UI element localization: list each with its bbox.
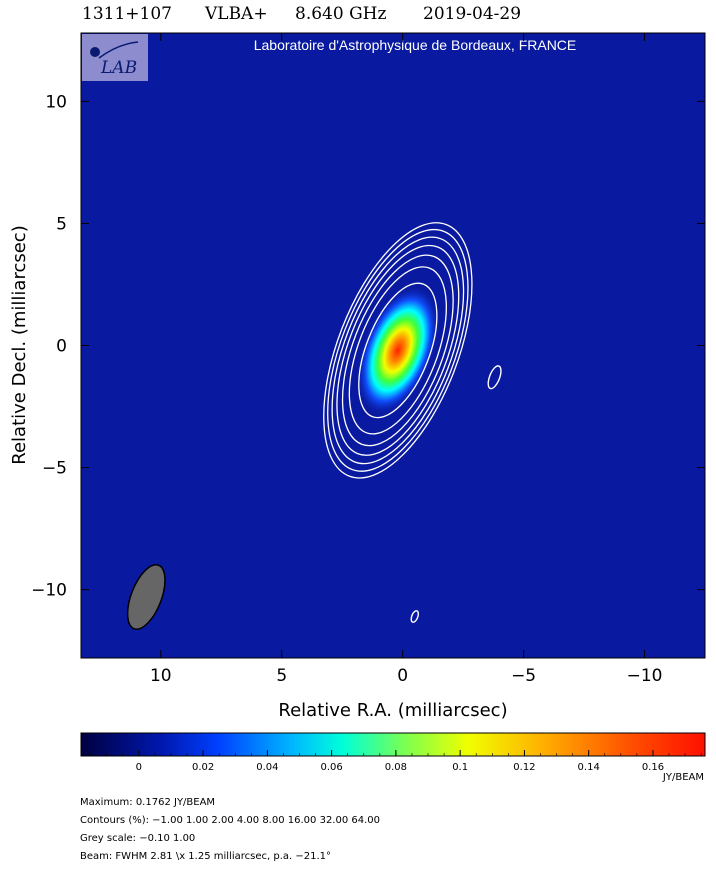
colorbar-unit: JY/BEAM (662, 772, 704, 783)
y-tick-label: 0 (56, 337, 67, 357)
colorbar-tick-label: 0.06 (320, 762, 342, 773)
observation-date: 2019-04-29 (423, 4, 521, 24)
colorbar-frame (80, 732, 706, 757)
logo-dot-icon (90, 47, 100, 57)
frequency-label: 8.640 GHz (295, 4, 386, 24)
y-axis-ticks: 10 5 0 −5 −10 (31, 92, 705, 601)
footer-grey-scale: Grey scale: −0.10 1.00 (80, 833, 196, 844)
y-tick-label: −5 (42, 459, 67, 479)
contour-level (323, 222, 473, 479)
contour-level (348, 266, 447, 435)
contour-lines (323, 222, 473, 479)
y-tick-label: 5 (56, 214, 67, 234)
x-tick-label: −5 (511, 666, 536, 686)
colorbar-tick-label: 0.02 (192, 762, 214, 773)
source-intensity (356, 285, 440, 416)
beam-ellipse (126, 564, 166, 630)
colorbar-tick-label: 0.1 (452, 762, 468, 773)
y-tick-label: 10 (45, 92, 67, 112)
x-tick-label: 10 (150, 666, 172, 686)
colorbar-tick-label: 0.04 (256, 762, 278, 773)
source-name: 1311+107 (82, 4, 172, 24)
footer-contours: Contours (%): −1.00 1.00 2.00 4.00 8.00 … (80, 815, 381, 826)
x-axis-ticks: 10 5 0 −5 −10 (150, 33, 662, 686)
colorbar-tick-label: 0.16 (642, 762, 664, 773)
footer-beam: Beam: FWHM 2.81 \x 1.25 milliarcsec, p.a… (80, 851, 331, 862)
x-tick-label: 5 (276, 666, 287, 686)
colorbar (81, 733, 705, 756)
beam-shape (126, 564, 166, 630)
extra-contour (410, 610, 420, 623)
logo-arc-icon (98, 41, 139, 59)
colorbar-tick-label: 0.08 (385, 762, 407, 773)
x-tick-label: 0 (397, 666, 408, 686)
contour-level (358, 282, 438, 419)
lab-logo: LAB (82, 34, 148, 81)
x-axis-label: Relative R.A. (milliarcsec) (278, 700, 507, 721)
colorbar-ticks: 0 0.02 0.04 0.06 0.08 0.1 0.12 0.14 0.16 (90, 750, 702, 773)
y-axis-label: Relative Decl. (milliarcsec) (9, 225, 30, 464)
institute-credit: Laboratoire d'Astrophysique de Bordeaux,… (254, 37, 577, 53)
array-name: VLBA+ (204, 4, 268, 24)
colorbar-tick-label: 0 (136, 762, 142, 773)
contour-level (341, 254, 454, 447)
contour-level (336, 244, 460, 456)
colorbar-tick-label: 0.12 (513, 762, 535, 773)
logo-text: LAB (100, 58, 137, 78)
y-tick-label: −10 (31, 581, 67, 601)
extra-contours (410, 365, 502, 623)
colorbar-tick-label: 0.14 (578, 762, 600, 773)
footer-maximum: Maximum: 0.1762 JY/BEAM (80, 797, 216, 808)
extra-contour (487, 365, 502, 390)
source-emission (356, 285, 440, 416)
x-tick-label: −10 (627, 666, 663, 686)
